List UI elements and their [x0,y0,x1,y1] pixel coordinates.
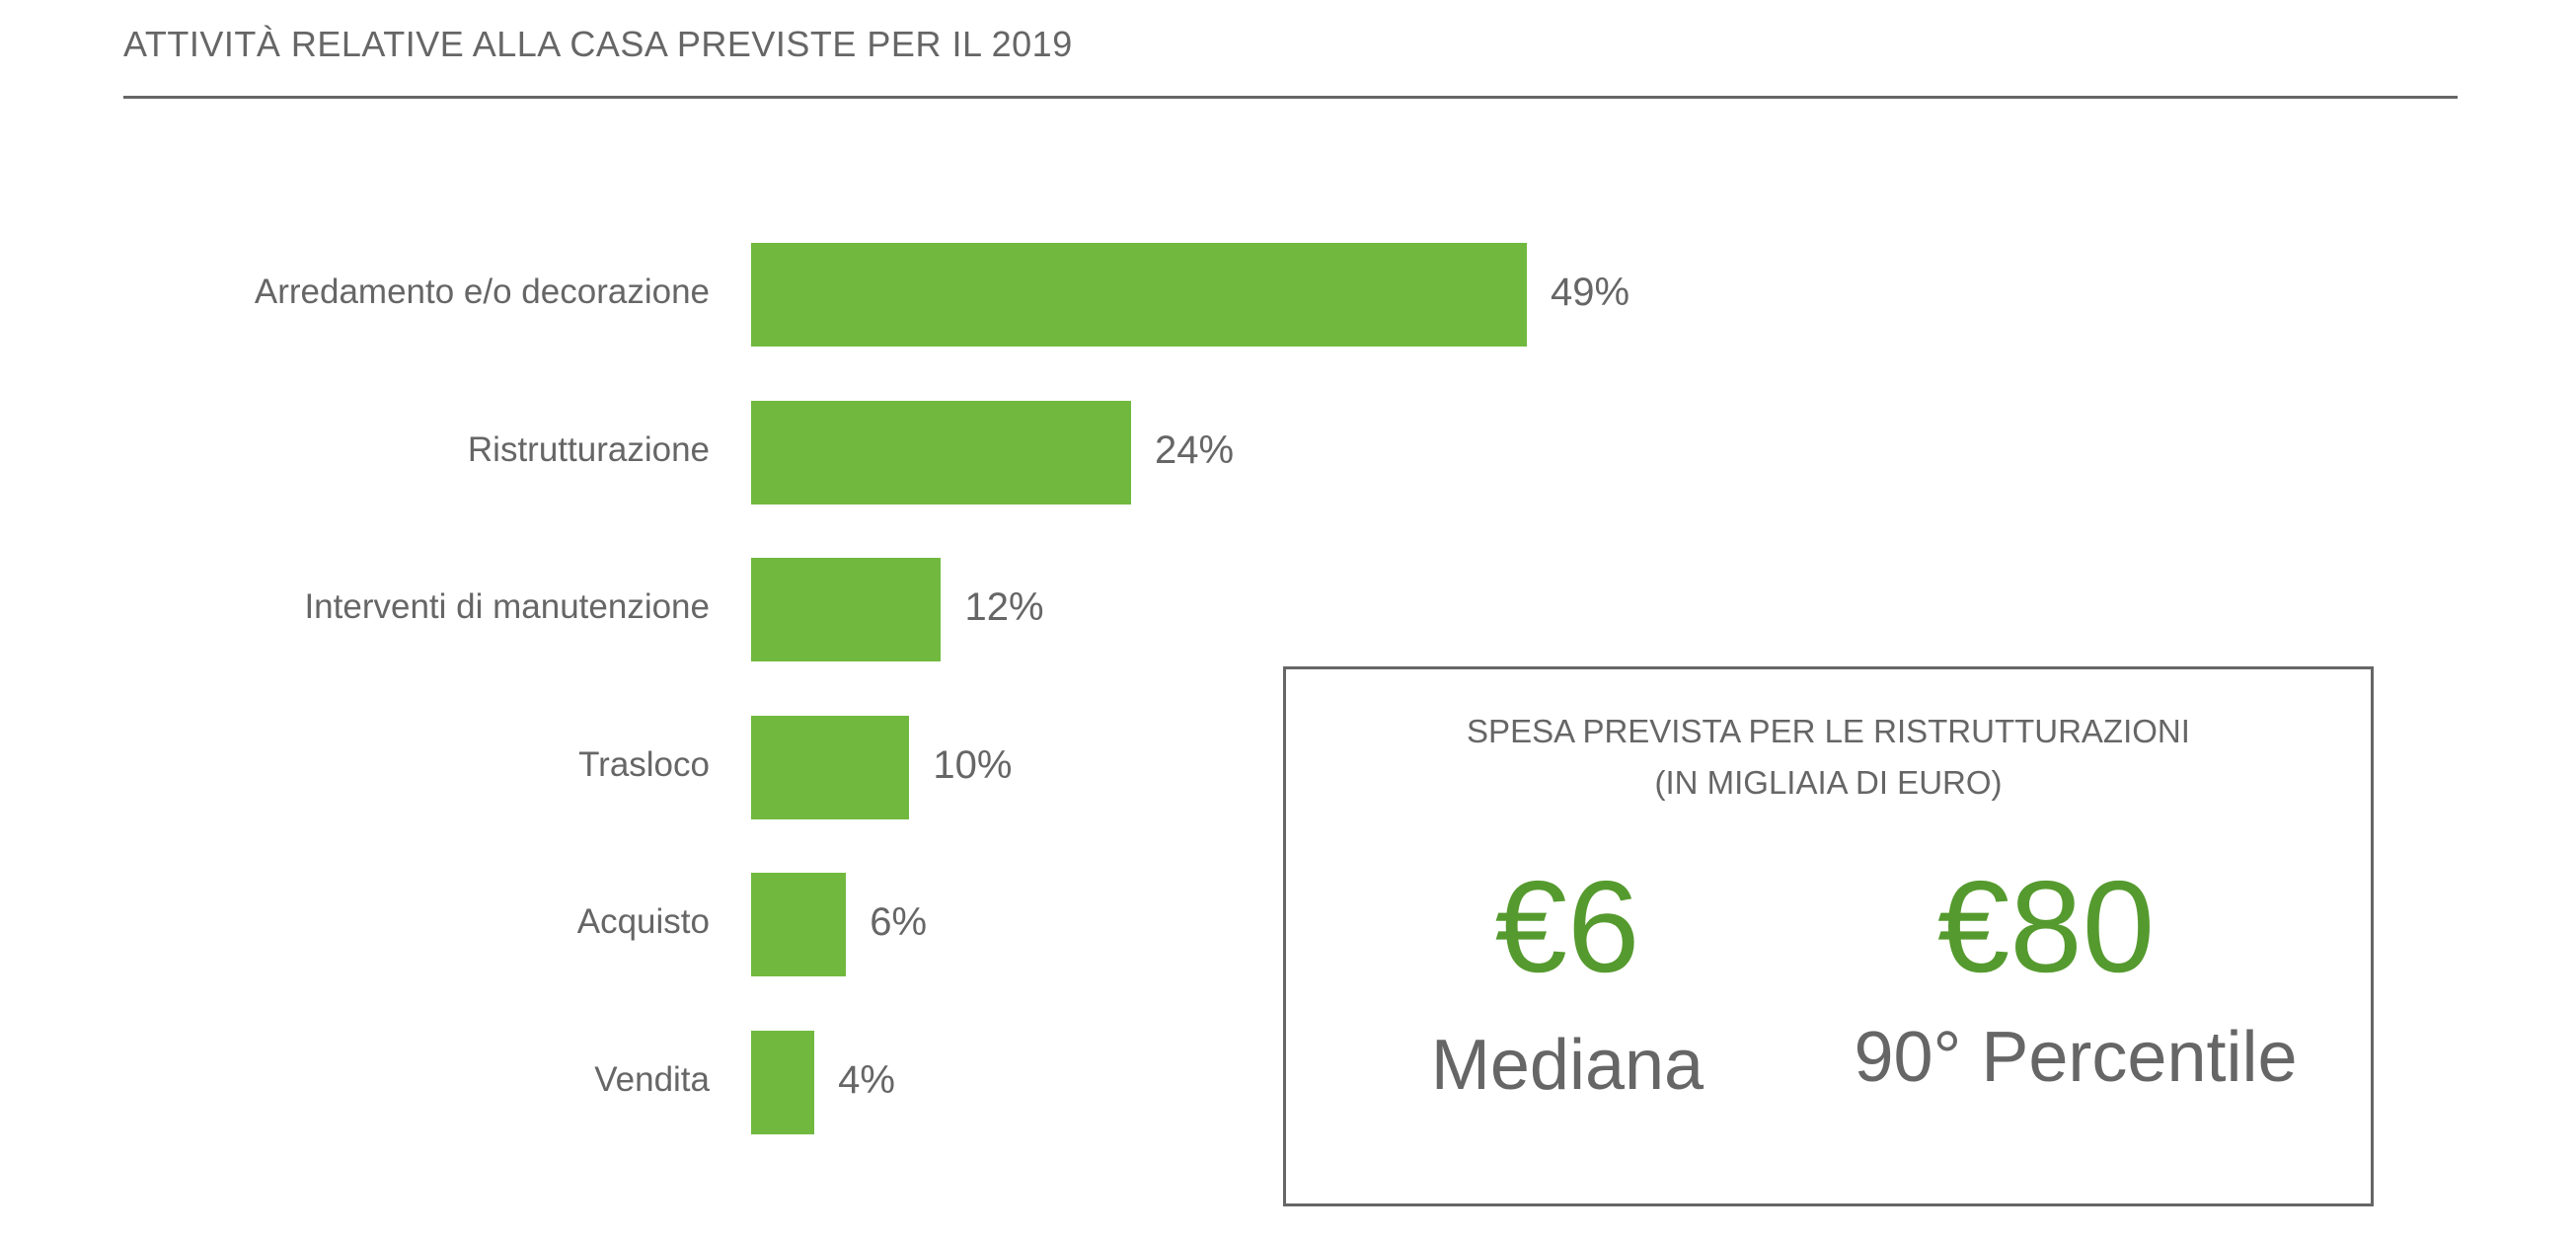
category-label: Ristrutturazione [467,429,710,469]
category-label: Acquisto [576,902,710,942]
value-label: 12% [964,585,1044,630]
category-label: Arredamento e/o decorazione [254,272,710,311]
category-label: Vendita [594,1060,710,1099]
callout-title: SPESA PREVISTA PER LE RISTRUTTURAZIONI [1467,713,2190,749]
value-label: 24% [1154,427,1235,472]
bar [751,400,1131,504]
callout-subtitle: (IN MIGLIAIA DI EURO) [1654,764,2003,801]
value-label: 6% [870,900,928,945]
renovation-spend-callout: SPESA PREVISTA PER LE RISTRUTTURAZIONI (… [1283,666,2374,1206]
page-title: ATTIVITÀ RELATIVE ALLA CASA PREVISTE PER… [123,24,1073,64]
bar [751,1031,815,1134]
p90-label: 90° Percentile [1854,1018,2298,1097]
bar [751,558,942,662]
median-value: €6 [1494,854,1640,999]
p90-value: €80 [1936,854,2156,999]
category-label: Interventi di manutenzione [304,587,710,627]
category-label: Trasloco [578,744,710,784]
value-label: 49% [1551,271,1630,314]
value-label: 10% [933,742,1013,787]
bar [751,715,910,819]
value-label: 4% [838,1058,895,1102]
bar [751,243,1527,347]
bar [751,873,847,977]
median-label: Mediana [1430,1026,1705,1105]
title-divider [123,96,2458,99]
